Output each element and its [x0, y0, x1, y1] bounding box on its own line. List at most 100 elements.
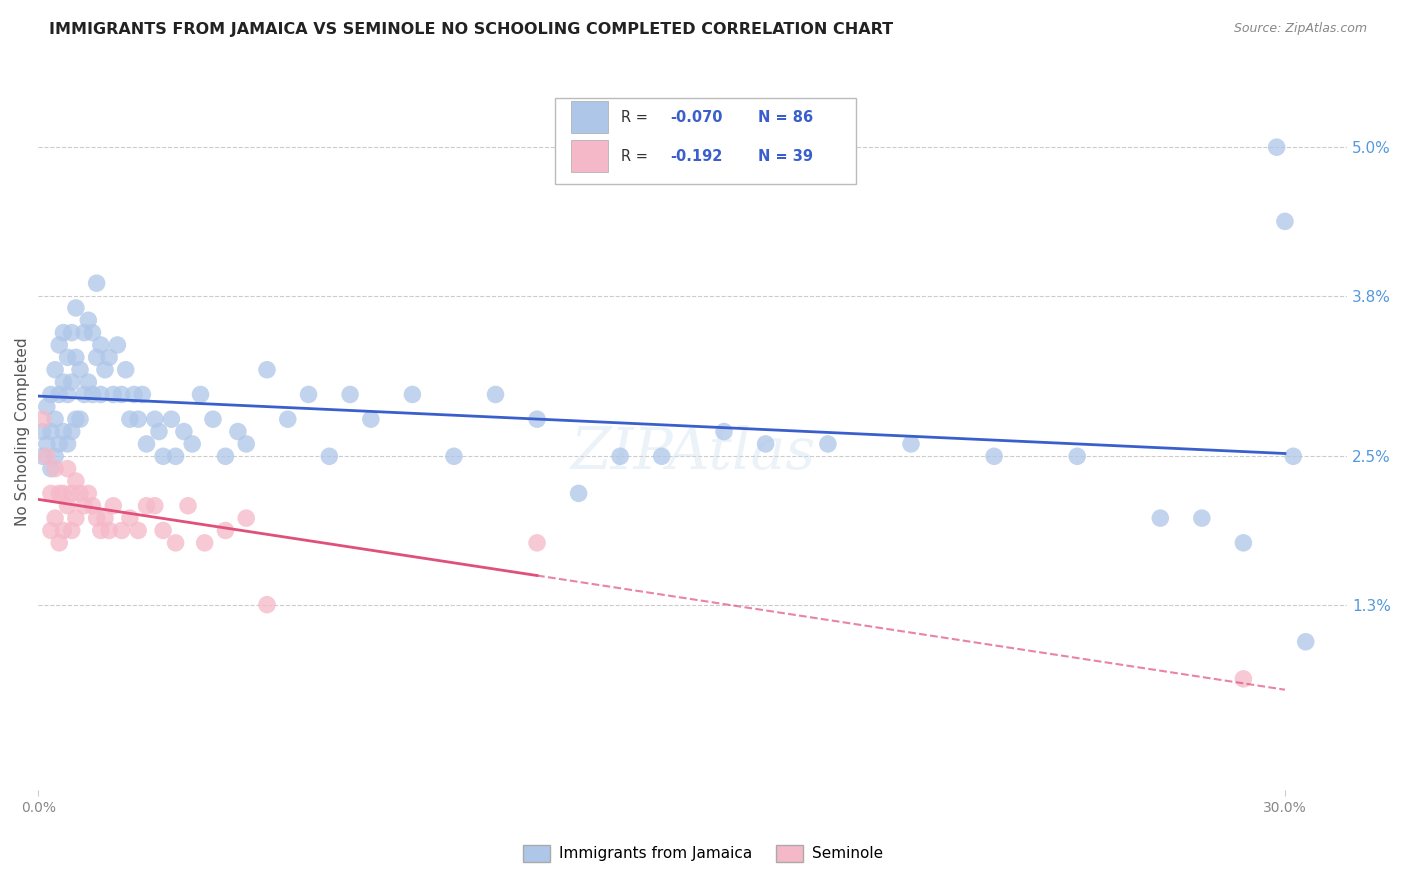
Point [31, 412, 53, 426]
Text: -0.192: -0.192 [671, 149, 723, 164]
Point [56, 351, 79, 365]
Point [360, 412, 382, 426]
Point [69, 486, 91, 500]
Point [152, 450, 174, 464]
Point [69, 412, 91, 426]
Point [60, 326, 83, 340]
Point [127, 412, 149, 426]
Point [1149, 511, 1171, 525]
Point [56, 437, 79, 451]
Point [1295, 634, 1317, 648]
Point [98, 524, 121, 538]
Point [817, 437, 839, 451]
Point [90, 338, 112, 352]
Point [56, 499, 79, 513]
Point [297, 387, 319, 401]
Point [256, 363, 278, 377]
Point [135, 499, 157, 513]
Point [77, 313, 100, 327]
Point [73, 387, 96, 401]
Point [65, 301, 87, 315]
Point [86, 351, 108, 365]
Point [165, 536, 187, 550]
Point [235, 511, 257, 525]
Point [82, 326, 104, 340]
Point [194, 536, 217, 550]
Point [201, 412, 224, 426]
Point [48, 437, 70, 451]
Point [73, 326, 96, 340]
Point [110, 387, 132, 401]
Point [127, 524, 149, 538]
Text: IMMIGRANTS FROM JAMAICA VS SEMINOLE NO SCHOOLING COMPLETED CORRELATION CHART: IMMIGRANTS FROM JAMAICA VS SEMINOLE NO S… [49, 22, 893, 37]
Point [82, 499, 104, 513]
Point [103, 387, 125, 401]
Point [713, 425, 735, 439]
Point [118, 511, 141, 525]
Point [122, 387, 145, 401]
Point [65, 511, 87, 525]
Point [177, 499, 200, 513]
Point [65, 351, 87, 365]
Point [52, 524, 75, 538]
Point [77, 486, 100, 500]
Point [65, 412, 87, 426]
Point [181, 437, 204, 451]
Point [235, 437, 257, 451]
Point [35, 437, 58, 451]
Point [39, 524, 62, 538]
Point [52, 375, 75, 389]
Point [1274, 214, 1296, 228]
Point [60, 486, 83, 500]
Y-axis label: No Schooling Completed: No Schooling Completed [15, 337, 30, 526]
Point [73, 499, 96, 513]
Point [755, 437, 778, 451]
Point [94, 511, 117, 525]
Point [44, 450, 66, 464]
Point [1265, 140, 1288, 154]
Point [1282, 450, 1305, 464]
Point [226, 425, 249, 439]
Point [165, 450, 187, 464]
Point [86, 511, 108, 525]
Point [69, 363, 91, 377]
Point [31, 425, 53, 439]
Point [114, 363, 136, 377]
Point [651, 450, 673, 464]
Point [983, 450, 1005, 464]
Point [48, 338, 70, 352]
Point [39, 387, 62, 401]
Point [107, 338, 129, 352]
Point [135, 437, 157, 451]
Point [65, 474, 87, 488]
Point [609, 450, 631, 464]
Point [118, 412, 141, 426]
Point [526, 412, 548, 426]
Point [256, 598, 278, 612]
Text: Source: ZipAtlas.com: Source: ZipAtlas.com [1233, 22, 1367, 36]
Point [44, 412, 66, 426]
Point [60, 425, 83, 439]
Point [39, 486, 62, 500]
Point [214, 524, 236, 538]
Text: N = 39: N = 39 [758, 149, 813, 164]
Point [214, 450, 236, 464]
Point [110, 524, 132, 538]
Point [98, 351, 121, 365]
Point [31, 450, 53, 464]
Point [82, 387, 104, 401]
Point [443, 450, 465, 464]
Point [526, 536, 548, 550]
Point [90, 524, 112, 538]
Point [44, 511, 66, 525]
Point [60, 524, 83, 538]
Point [277, 412, 299, 426]
Point [143, 499, 166, 513]
Point [568, 486, 591, 500]
Point [143, 412, 166, 426]
FancyBboxPatch shape [555, 98, 856, 184]
Point [131, 387, 153, 401]
Point [48, 387, 70, 401]
Point [484, 387, 506, 401]
Point [77, 375, 100, 389]
